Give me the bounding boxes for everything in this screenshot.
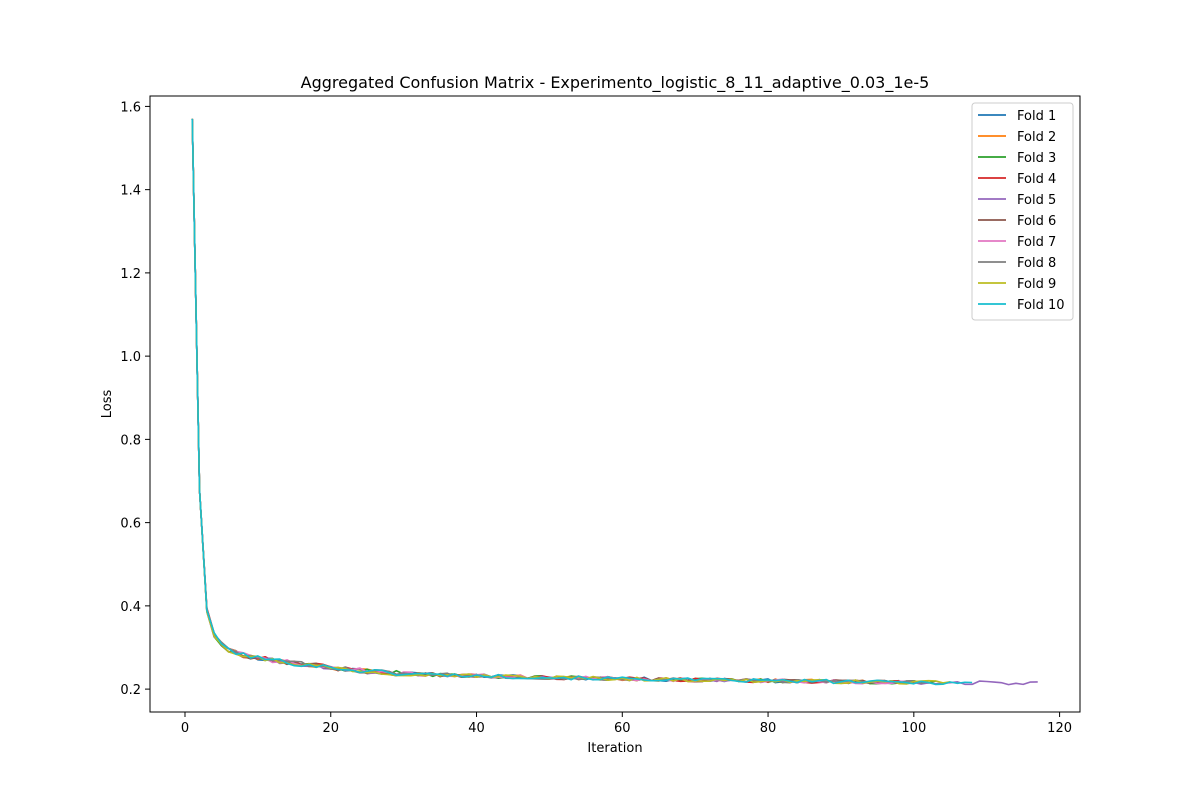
legend-label: Fold 5 <box>1017 193 1056 208</box>
x-tick-label: 20 <box>322 721 339 736</box>
y-tick-label: 1.0 <box>120 350 141 365</box>
x-tick-label: 40 <box>468 721 485 736</box>
y-tick-label: 0.2 <box>120 683 141 698</box>
legend: Fold 1 Fold 2 Fold 3 Fold 4 Fold 5 Fold 6 Fold… <box>971 102 1074 321</box>
y-tick-label: 1.2 <box>120 267 141 282</box>
y-tick-label: 0.8 <box>120 433 141 448</box>
x-tick-label: 120 <box>1047 721 1072 736</box>
series-lines <box>191 118 1038 686</box>
y-tick-label: 1.6 <box>120 100 141 115</box>
chart-title: Aggregated Confusion Matrix - Experiment… <box>301 73 930 93</box>
y-axis-label: Loss <box>100 390 115 419</box>
legend-label: Fold 10 <box>1017 298 1065 313</box>
legend-label: Fold 2 <box>1017 130 1056 145</box>
plot-area <box>150 96 1080 712</box>
x-tick-label: 0 <box>181 721 189 736</box>
y-tick-label: 0.4 <box>120 600 141 615</box>
legend-label: Fold 3 <box>1017 151 1056 166</box>
x-axis-label: Iteration <box>587 741 642 756</box>
legend-label: Fold 6 <box>1017 214 1056 229</box>
legend-label: Fold 8 <box>1017 256 1056 271</box>
y-axis: 0.2 0.4 0.6 0.8 1.0 1.2 1.4 1.6 <box>120 100 150 698</box>
series-line-fold-10 <box>191 118 973 686</box>
x-tick-label: 60 <box>614 721 631 736</box>
plot-frame <box>149 95 1081 713</box>
legend-label: Fold 1 <box>1017 109 1056 124</box>
x-axis: 0 20 40 60 80 100 120 <box>181 712 1072 736</box>
x-tick-label: 80 <box>760 721 777 736</box>
y-tick-label: 1.4 <box>120 184 141 199</box>
y-tick-label: 0.6 <box>120 517 141 532</box>
x-tick-label: 100 <box>901 721 926 736</box>
legend-label: Fold 4 <box>1017 172 1056 187</box>
legend-label: Fold 7 <box>1017 235 1056 250</box>
legend-label: Fold 9 <box>1017 277 1056 292</box>
